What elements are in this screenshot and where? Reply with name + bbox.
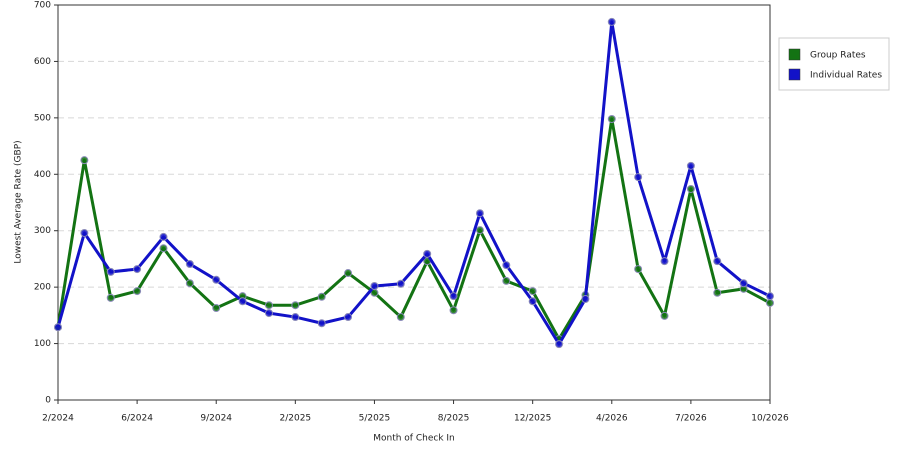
data-point [660, 311, 669, 320]
data-point [502, 261, 511, 270]
y-tick-label: 0 [45, 396, 51, 406]
data-point [291, 313, 300, 322]
data-point [370, 282, 379, 291]
legend-label: Group Rates [810, 51, 866, 61]
data-point [713, 288, 722, 297]
data-point [317, 292, 326, 301]
data-point [344, 269, 353, 278]
data-point [766, 298, 774, 307]
data-point [106, 267, 115, 276]
data-point [475, 226, 484, 235]
data-point [344, 313, 353, 322]
y-tick-label: 700 [34, 1, 51, 11]
y-tick-label: 300 [34, 226, 51, 236]
legend-label: Individual Rates [810, 71, 882, 81]
legend-swatch [788, 68, 801, 81]
data-point [291, 301, 300, 310]
y-tick-label: 200 [34, 283, 51, 293]
data-point [555, 340, 564, 349]
x-tick-label: 9/2024 [200, 414, 232, 424]
data-point [449, 306, 458, 315]
x-tick-label: 2/2024 [42, 414, 74, 424]
data-point [238, 297, 247, 306]
data-point [607, 114, 616, 123]
x-tick-label: 12/2025 [514, 414, 551, 424]
data-point [185, 260, 194, 269]
x-axis-title: Month of Check In [373, 434, 455, 444]
data-point [264, 301, 273, 310]
data-point [528, 297, 537, 306]
data-point [212, 304, 221, 313]
data-point [133, 265, 142, 274]
data-point [264, 309, 273, 318]
y-axis-title: Lowest Average Rate (GBP) [14, 140, 24, 263]
data-point [502, 276, 511, 285]
data-point [607, 17, 616, 26]
plot-frame [57, 4, 771, 401]
data-point [133, 287, 142, 296]
series-line [56, 20, 771, 346]
data-point [581, 294, 590, 303]
data-point [528, 287, 537, 296]
data-point [80, 156, 89, 165]
x-tick-label: 5/2025 [359, 414, 391, 424]
data-point [80, 228, 89, 237]
data-point [634, 173, 643, 182]
data-point [317, 319, 326, 328]
data-point [739, 279, 748, 288]
data-point [686, 184, 695, 193]
y-tick-label: 400 [34, 170, 51, 180]
data-point [185, 279, 194, 288]
data-point [634, 265, 643, 274]
data-point [766, 292, 774, 301]
x-tick-label: 2/2025 [279, 414, 311, 424]
y-tick-label: 100 [34, 339, 51, 349]
data-point [686, 161, 695, 170]
legend-box [778, 37, 890, 91]
data-point [159, 232, 168, 241]
data-point [106, 293, 115, 302]
x-tick-label: 8/2025 [438, 414, 470, 424]
legend-swatch [788, 48, 801, 61]
x-tick-label: 4/2026 [596, 414, 628, 424]
data-point [396, 279, 405, 288]
series-line [56, 117, 771, 341]
x-tick-label: 7/2026 [675, 414, 707, 424]
data-point [475, 209, 484, 218]
data-point [212, 275, 221, 284]
data-point [396, 313, 405, 322]
y-tick-label: 500 [34, 113, 51, 123]
data-point [713, 257, 722, 266]
data-point [660, 257, 669, 266]
data-point [159, 244, 168, 253]
data-point [423, 249, 432, 258]
x-tick-label: 6/2024 [121, 414, 153, 424]
y-tick-label: 600 [34, 57, 51, 67]
x-tick-label: 10/2026 [751, 414, 789, 424]
data-point [449, 292, 458, 301]
data-point [54, 323, 62, 332]
